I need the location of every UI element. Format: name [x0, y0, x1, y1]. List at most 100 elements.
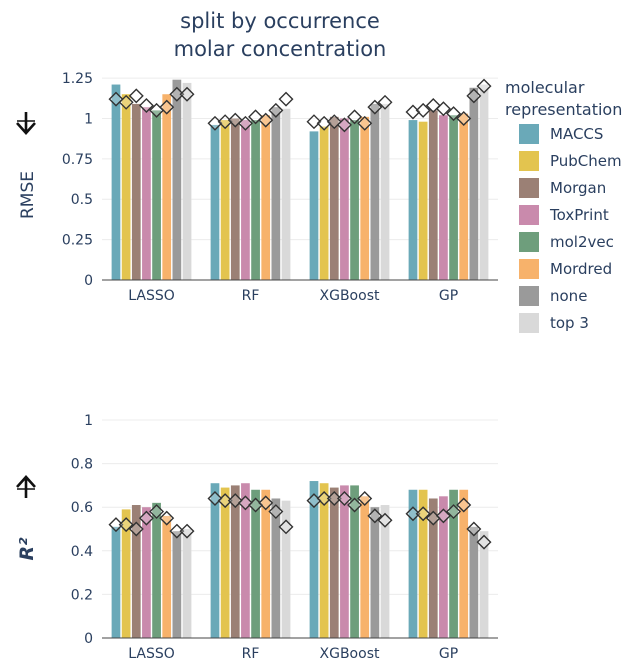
marker	[258, 495, 274, 511]
marker	[169, 523, 185, 539]
marker	[258, 112, 274, 128]
bar	[241, 483, 250, 638]
bar	[340, 485, 349, 638]
bar	[428, 498, 438, 638]
marker	[316, 490, 332, 506]
legend-swatch	[519, 313, 539, 333]
y-tick-label: 1.25	[62, 71, 93, 87]
marker	[306, 493, 322, 509]
marker	[138, 98, 154, 114]
marker	[268, 102, 284, 118]
marker	[456, 497, 472, 513]
rmse-panel: 0 0.25 0.5 0.75 1 1.25 LASSO RF XGBoost GP RMSE	[16, 71, 498, 304]
bar	[281, 500, 291, 638]
legend-label: none	[550, 287, 587, 305]
bar	[350, 485, 359, 638]
legend-title-line1: molecular	[505, 78, 585, 97]
marker	[357, 490, 373, 506]
y-tick-label: 0.25	[62, 233, 93, 249]
bar	[439, 115, 448, 280]
marker	[415, 506, 431, 522]
marker	[248, 497, 264, 513]
bar	[449, 115, 458, 280]
bar	[459, 489, 469, 638]
bar	[152, 110, 161, 280]
bar	[459, 113, 469, 280]
marker	[336, 490, 352, 506]
bar	[469, 526, 479, 638]
marker	[248, 109, 264, 125]
marker	[159, 510, 175, 526]
bar	[350, 120, 359, 280]
bar	[131, 103, 141, 280]
x-tick-label: LASSO	[128, 288, 175, 304]
marker	[456, 110, 472, 126]
bar	[479, 84, 489, 281]
legend-swatch	[519, 178, 539, 198]
bar	[360, 496, 370, 638]
bar	[152, 502, 161, 638]
bar	[111, 526, 121, 638]
marker	[118, 517, 134, 533]
legend-swatch	[519, 205, 539, 225]
marker	[306, 114, 322, 130]
bar	[319, 126, 329, 281]
legend-label: MACCS	[550, 125, 603, 143]
bar	[111, 84, 121, 281]
bar	[360, 116, 370, 280]
bar	[230, 118, 240, 280]
bar	[479, 531, 489, 638]
marker	[217, 493, 233, 509]
marker	[347, 497, 363, 513]
bar	[329, 116, 339, 280]
bar	[469, 87, 479, 281]
bar	[449, 489, 458, 638]
bar	[261, 115, 271, 280]
y-tick-label: 0.5	[71, 192, 93, 208]
bar	[329, 487, 339, 638]
marker	[415, 102, 431, 118]
y-tick-label: 1	[84, 413, 93, 429]
bar	[142, 507, 151, 638]
y-tick-label: 0.8	[71, 457, 93, 473]
x-tick-label: GP	[439, 288, 458, 304]
marker	[128, 521, 144, 537]
marker	[278, 519, 294, 535]
bar	[182, 82, 192, 280]
marker	[138, 510, 154, 526]
bar	[241, 120, 250, 280]
marker	[347, 109, 363, 125]
legend-swatch	[519, 124, 539, 144]
bar	[182, 529, 192, 638]
bar	[380, 103, 390, 280]
bar	[408, 489, 418, 638]
bar	[408, 120, 418, 280]
bar	[230, 485, 240, 638]
bar	[142, 107, 151, 281]
marker	[128, 88, 144, 104]
arrow-up-icon	[16, 475, 36, 498]
marker	[326, 490, 342, 506]
bar	[418, 489, 428, 638]
y-axis-label: R²	[16, 537, 38, 561]
marker	[207, 490, 223, 506]
legend-label: top 3	[550, 314, 589, 332]
bar	[439, 496, 448, 638]
bar	[251, 489, 260, 638]
bar	[220, 120, 230, 280]
bar	[309, 481, 319, 638]
marker	[476, 534, 492, 550]
x-tick-label: GP	[439, 646, 458, 658]
bar	[210, 124, 220, 280]
bar	[340, 118, 349, 280]
marker	[367, 508, 383, 524]
marker	[377, 512, 393, 528]
y-tick-label: 0	[84, 631, 93, 647]
bar	[172, 79, 182, 280]
legend-swatch	[519, 232, 539, 252]
y-tick-label: 0.4	[71, 544, 93, 560]
bar	[162, 515, 172, 638]
marker	[435, 101, 451, 117]
marker	[237, 495, 253, 511]
